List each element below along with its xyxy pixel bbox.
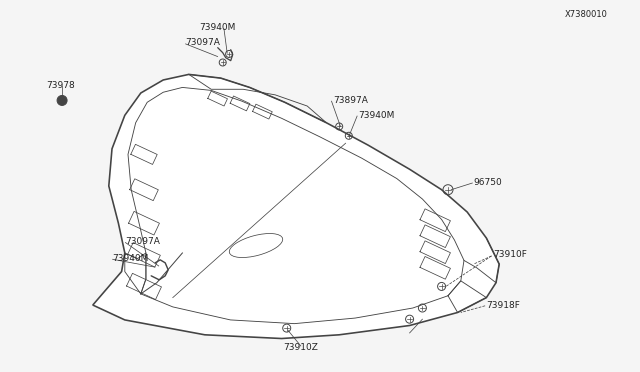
Polygon shape [93, 74, 499, 339]
Text: 73097A: 73097A [125, 237, 159, 246]
Text: 96750: 96750 [474, 178, 502, 187]
Text: 73910Z: 73910Z [284, 343, 318, 352]
Circle shape [57, 96, 67, 105]
Text: 73097A: 73097A [186, 38, 220, 47]
Text: X7380010: X7380010 [565, 10, 608, 19]
Text: 73897A: 73897A [333, 96, 367, 105]
Text: 73918F: 73918F [486, 301, 520, 310]
Text: 73940M: 73940M [112, 254, 148, 263]
Text: 73940M: 73940M [358, 111, 395, 120]
Text: 73940M: 73940M [200, 23, 236, 32]
Text: 73910F: 73910F [493, 250, 527, 259]
Text: 73978: 73978 [47, 81, 75, 90]
